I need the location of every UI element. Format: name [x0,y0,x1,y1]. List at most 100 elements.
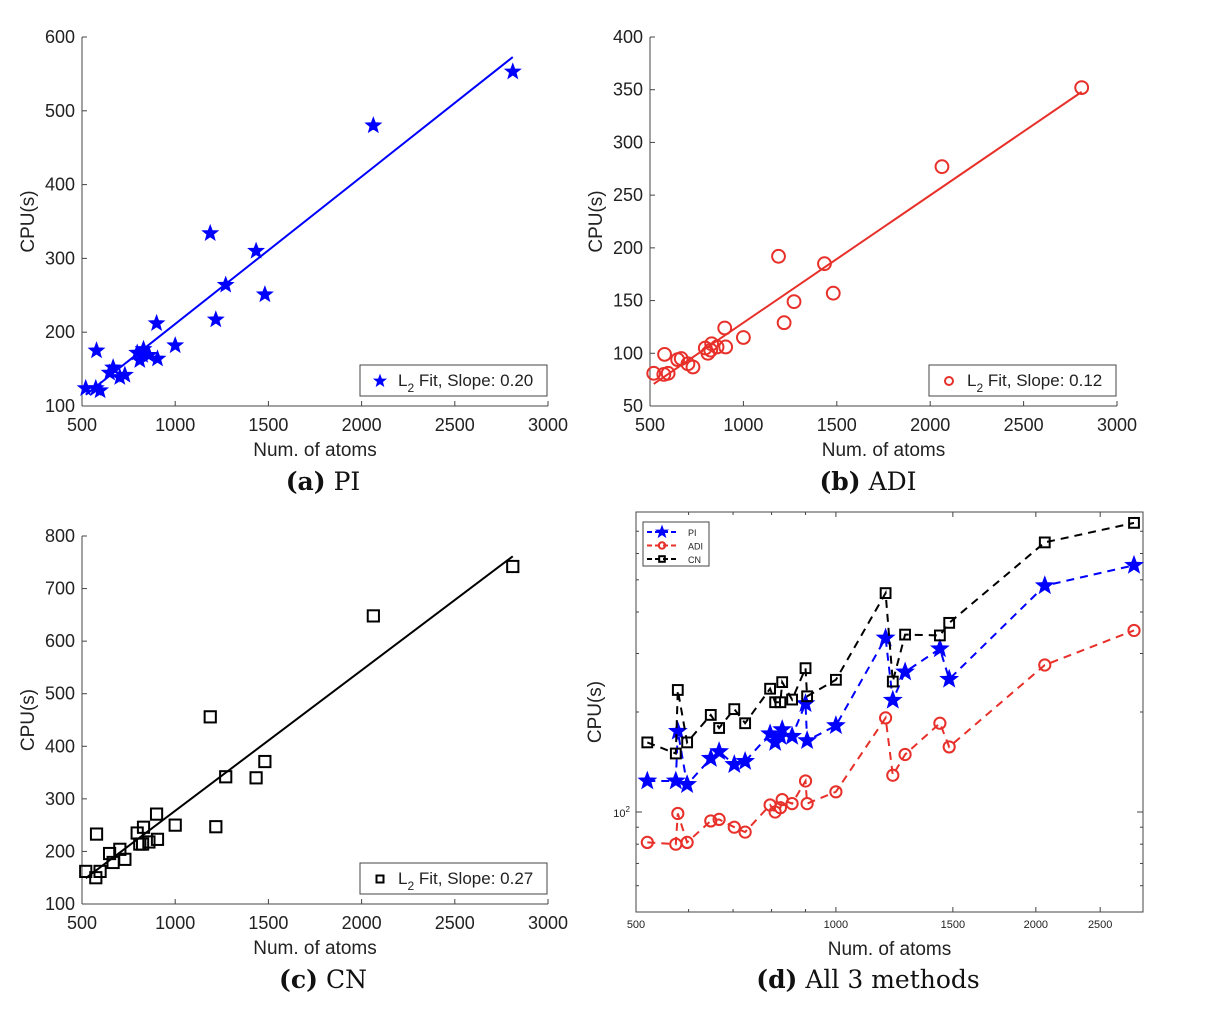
y-tick-label: 400 [45,175,75,195]
data-point [898,747,912,762]
x-tick-label: 3000 [528,415,568,435]
x-tick-label: 2500 [1088,919,1112,931]
legend-L: L [398,869,407,888]
data-point [219,770,233,784]
x-tick-label: 1500 [248,415,288,435]
x-axis-label: Num. of atoms [253,440,377,461]
data-point [933,716,947,730]
y-tick-label: 300 [613,132,643,152]
data-point [875,627,896,647]
data-point [640,835,654,850]
data-point [704,814,718,828]
x-tick-label: 1000 [155,415,195,435]
y-tick-label: 800 [45,526,75,546]
y-tick-label: 150 [613,291,643,311]
data-point [786,693,798,706]
data-point [366,609,380,623]
data-point [879,711,893,725]
data-point [1074,80,1090,96]
legend-rest: Fit, Slope: 0.20 [414,371,533,390]
data-point [739,717,752,730]
legend-sub: 2 [407,879,414,893]
data-point [209,820,223,834]
data-point [786,294,802,310]
x-tick-label: 1000 [155,913,195,933]
data-point [886,768,900,782]
x-tick-label: 500 [67,415,97,435]
data-point [826,715,846,735]
data-point [825,285,841,301]
series-adi [640,623,1141,851]
legend-L: L [398,371,407,390]
x-tick-label: 3000 [528,913,568,933]
data-point [677,774,698,793]
data-point [772,719,793,739]
data-point [709,741,730,761]
data-point [773,801,788,815]
data-point [1124,554,1144,574]
data-point [660,365,676,381]
data-point [800,796,814,811]
data-point [886,675,899,688]
x-axis-label: Num. of atoms [253,938,377,959]
fit-line [85,555,514,880]
subplot-caption: (d) All 3 methods [756,965,980,994]
y-tick-label: 600 [45,27,75,47]
y-tick-label: 102 [613,805,630,820]
data-point [785,796,799,811]
legend-text: L2 Fit, Slope: 0.27 [398,869,533,893]
y-tick-label: 400 [613,27,643,47]
data-point [943,616,956,629]
legend-rest: Fit, Slope: 0.12 [983,371,1102,390]
y-axis-label: CPU(s) [585,681,606,743]
x-tick-label: 500 [627,919,645,931]
caption-label: (a) [286,467,326,496]
data-point [782,725,802,745]
legend-marker [372,373,388,388]
data-point [738,825,752,839]
x-tick-label: 1500 [941,919,965,931]
y-tick-label: 100 [45,894,75,914]
data-point [1127,623,1141,638]
legend-box [359,364,548,397]
subplot-a: 500 1000 1500 2000 2500 3000 100 200 300 400 500 60… [18,27,568,496]
data-point [735,750,756,770]
data-point [934,159,950,175]
x-tick-label: 2000 [910,415,950,435]
axes-box [635,511,1144,913]
data-point [136,820,151,834]
data-point [641,736,654,749]
data-point [1128,516,1140,529]
data-point [736,330,751,345]
data-point [1034,575,1055,595]
data-point [203,710,217,724]
data-point [206,310,225,328]
y-tick-label: 250 [613,185,643,205]
data-point [364,116,383,134]
y-axis-label: CPU(s) [586,190,607,252]
legend-sub: 2 [976,381,983,395]
data-point [799,662,812,675]
data-point [168,818,182,832]
data-point [87,341,106,359]
data-point [1038,658,1052,672]
data-point [646,365,662,381]
data-point [255,285,274,303]
y-tick-label: 500 [45,101,75,121]
caption-label: (c) [279,965,318,994]
data-point [150,832,165,846]
data-point [118,852,132,866]
x-tick-label: 2500 [1004,415,1044,435]
data-point [91,381,110,399]
data-point [817,256,832,272]
data-point [712,812,726,827]
y-axis-label: CPU(s) [18,689,39,751]
data-point [727,820,741,834]
data-point [764,682,777,695]
data-point [669,747,682,760]
data-point [671,806,685,821]
caption-label: (d) [756,965,797,994]
x-tick-label: 3000 [1097,415,1137,435]
